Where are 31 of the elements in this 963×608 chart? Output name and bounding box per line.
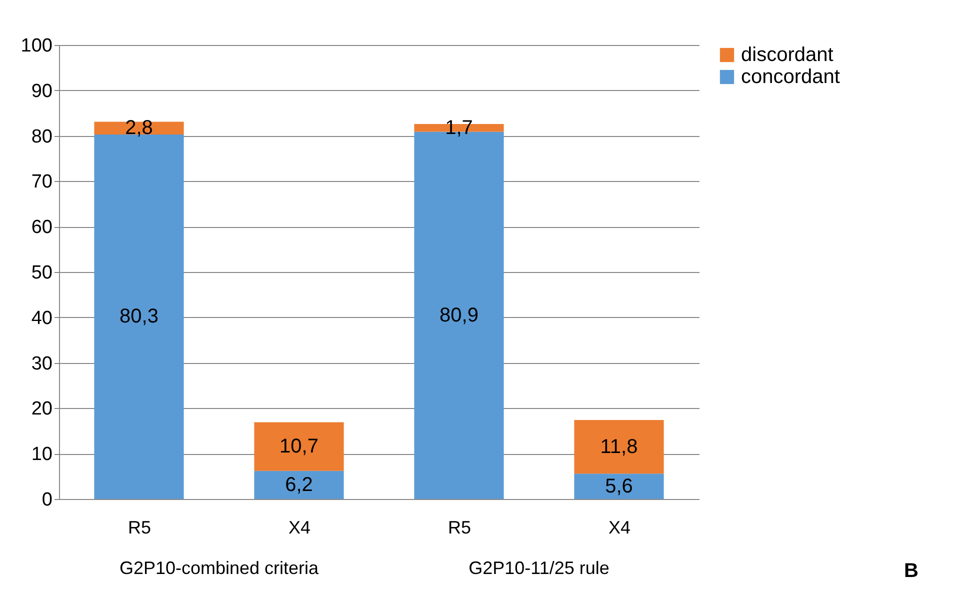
legend-label: discordant <box>741 44 834 66</box>
y-tick-label: 50 <box>31 262 52 284</box>
y-tick-label: 70 <box>31 172 52 193</box>
data-label: 2,8 <box>125 117 153 140</box>
data-label: 10,7 <box>280 436 318 458</box>
bar <box>574 474 664 499</box>
text: B <box>904 560 918 582</box>
y-tick-label: 10 <box>31 444 52 466</box>
x-tick-label: X4 <box>288 518 311 538</box>
y-tick-label: 30 <box>31 353 52 374</box>
x-tick-label: R5 <box>448 518 472 538</box>
bar <box>254 470 344 499</box>
y-tick-label: 20 <box>31 398 52 420</box>
text: G2P10-combined criteria <box>119 558 320 578</box>
x-tick-label: X4 <box>608 518 631 538</box>
data-label: 80,3 <box>120 306 158 328</box>
data-label: 6,2 <box>285 474 313 496</box>
y-tick-label: 60 <box>31 217 52 238</box>
data-label: 11,8 <box>600 436 638 458</box>
legend-label: concordant <box>741 66 840 88</box>
y-tick-label: 90 <box>31 80 52 102</box>
y-tick-label: 0 <box>42 490 52 510</box>
text: G2P10-11/25 rule <box>468 558 610 578</box>
y-tick-label: 100 <box>20 36 52 56</box>
data-label: 5,6 <box>605 475 633 498</box>
y-tick-label: 80 <box>31 126 52 148</box>
bar <box>574 420 664 474</box>
x-tick-label: R5 <box>128 518 152 538</box>
y-tick-label: 40 <box>31 308 52 329</box>
data-label: 80,9 <box>440 304 478 326</box>
bar <box>254 422 344 471</box>
